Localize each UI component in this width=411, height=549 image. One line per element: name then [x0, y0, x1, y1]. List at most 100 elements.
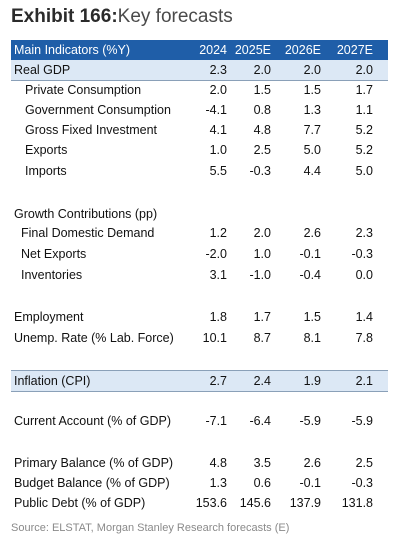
cell-value: 3.5	[253, 456, 271, 470]
table-row: Net Exports -2.0 1.0 -0.1 -0.3	[11, 244, 388, 264]
table-row: Employment 1.8 1.7 1.5 1.4	[11, 307, 388, 327]
cell-value: 0.8	[253, 103, 271, 117]
cell-value: 1.5	[253, 83, 271, 97]
cell-value: 2.3	[355, 226, 373, 240]
cell-value: -0.3	[351, 476, 373, 490]
table-row: Final Domestic Demand 1.2 2.0 2.6 2.3	[11, 223, 388, 243]
cell-value: 5.2	[355, 123, 373, 137]
cell-value: 137.9	[289, 496, 321, 510]
cell-value: 1.7	[355, 83, 373, 97]
table-header-row: Main Indicators (%Y) 2024 2025E 2026E 20…	[11, 40, 388, 60]
cell-value: -0.1	[299, 247, 321, 261]
row-label: Real GDP	[14, 63, 71, 77]
cell-value: 5.2	[355, 143, 373, 157]
cell-value: 1.4	[355, 310, 373, 324]
cell-value: 1.3	[303, 103, 321, 117]
cell-value: 2.5	[355, 456, 373, 470]
cell-value: -0.3	[249, 164, 271, 178]
cell-value: 1.9	[303, 374, 321, 388]
cell-value: 1.2	[209, 226, 227, 240]
row-label: Unemp. Rate (% Lab. Force)	[14, 331, 174, 345]
cell-value: 1.5	[303, 310, 321, 324]
table-row: Real GDP 2.3 2.0 2.0 2.0	[11, 60, 388, 81]
table-row: Exports 1.0 2.5 5.0 5.2	[11, 140, 388, 160]
cell-value: 5.5	[209, 164, 227, 178]
cell-value: 2.5	[253, 143, 271, 157]
cell-value: 1.3	[209, 476, 227, 490]
table-row: Current Account (% of GDP) -7.1 -6.4 -5.9 -5…	[11, 411, 388, 431]
cell-value: 3.1	[209, 268, 227, 282]
cell-value: 4.8	[209, 456, 227, 470]
header-label: Main Indicators (%Y)	[14, 43, 131, 57]
row-label: Budget Balance (% of GDP)	[14, 476, 170, 490]
row-label: Primary Balance (% of GDP)	[14, 456, 174, 470]
table-row: Budget Balance (% of GDP) 1.3 0.6 -0.1 -0.3	[11, 473, 388, 493]
table-row: Gross Fixed Investment 4.1 4.8 7.7 5.2	[11, 120, 388, 140]
source-note: Source: ELSTAT, Morgan Stanley Research …	[11, 522, 290, 534]
cell-value: -5.9	[299, 414, 321, 428]
row-label: Gross Fixed Investment	[25, 123, 157, 137]
cell-value: 7.7	[303, 123, 321, 137]
exhibit-title: Exhibit 166:Key forecasts	[11, 5, 233, 29]
header-year-2025e: 2025E	[234, 43, 271, 57]
row-label: Growth Contributions (pp)	[14, 207, 158, 221]
cell-value: 1.0	[253, 247, 271, 261]
row-label: Inventories	[21, 268, 83, 282]
row-label: Private Consumption	[25, 83, 142, 97]
table-row: Public Debt (% of GDP) 153.6 145.6 137.9 131…	[11, 493, 388, 513]
cell-value: -2.0	[205, 247, 227, 261]
row-label: Government Consumption	[25, 103, 171, 117]
header-year-2026e: 2026E	[284, 43, 321, 57]
table-row: Imports 5.5 -0.3 4.4 5.0	[11, 161, 388, 181]
table-row: Primary Balance (% of GDP) 4.8 3.5 2.6 2.5	[11, 453, 388, 473]
cell-value: 2.0	[303, 63, 321, 77]
cell-value: 1.1	[355, 103, 373, 117]
table-row: Unemp. Rate (% Lab. Force) 10.1 8.7 8.1 7.8	[11, 328, 388, 348]
cell-value: -4.1	[205, 103, 227, 117]
cell-value: 10.1	[202, 331, 227, 345]
cell-value: 1.8	[209, 310, 227, 324]
cell-value: 131.8	[341, 496, 373, 510]
cell-value: 4.4	[303, 164, 321, 178]
row-label: Imports	[25, 164, 67, 178]
table-row: Inflation (CPI) 2.7 2.4 1.9 2.1	[11, 370, 388, 392]
table-row: Government Consumption -4.1 0.8 1.3 1.1	[11, 100, 388, 120]
exhibit-number: Exhibit 166:	[11, 6, 118, 27]
cell-value: 2.3	[209, 63, 227, 77]
row-label: Current Account (% of GDP)	[14, 414, 172, 428]
cell-value: 8.1	[303, 331, 321, 345]
cell-value: 1.5	[303, 83, 321, 97]
cell-value: 8.7	[253, 331, 271, 345]
cell-value: 2.0	[253, 63, 271, 77]
table-row: Private Consumption 2.0 1.5 1.5 1.7	[11, 80, 388, 100]
cell-value: 4.1	[209, 123, 227, 137]
cell-value: 0.0	[355, 268, 373, 282]
header-year-2027e: 2027E	[336, 43, 373, 57]
exhibit-title-text: Key forecasts	[117, 6, 233, 27]
cell-value: -0.4	[299, 268, 321, 282]
cell-value: -6.4	[249, 414, 271, 428]
row-label: Final Domestic Demand	[21, 226, 155, 240]
row-label: Exports	[25, 143, 68, 157]
cell-value: 1.0	[209, 143, 227, 157]
cell-value: 2.7	[209, 374, 227, 388]
cell-value: -1.0	[249, 268, 271, 282]
row-label: Employment	[14, 310, 84, 324]
row-label: Inflation (CPI)	[14, 374, 91, 388]
cell-value: 2.6	[303, 226, 321, 240]
cell-value: 2.0	[209, 83, 227, 97]
cell-value: -0.1	[299, 476, 321, 490]
cell-value: 5.0	[355, 164, 373, 178]
cell-value: 0.6	[253, 476, 271, 490]
cell-value: 5.0	[303, 143, 321, 157]
cell-value: -7.1	[205, 414, 227, 428]
cell-value: -0.3	[351, 247, 373, 261]
cell-value: 2.0	[355, 63, 373, 77]
cell-value: 2.1	[355, 374, 373, 388]
cell-value: 2.4	[253, 374, 271, 388]
row-label: Public Debt (% of GDP)	[14, 496, 146, 510]
header-year-2024: 2024	[199, 43, 227, 57]
cell-value: 4.8	[253, 123, 271, 137]
cell-value: 1.7	[253, 310, 271, 324]
